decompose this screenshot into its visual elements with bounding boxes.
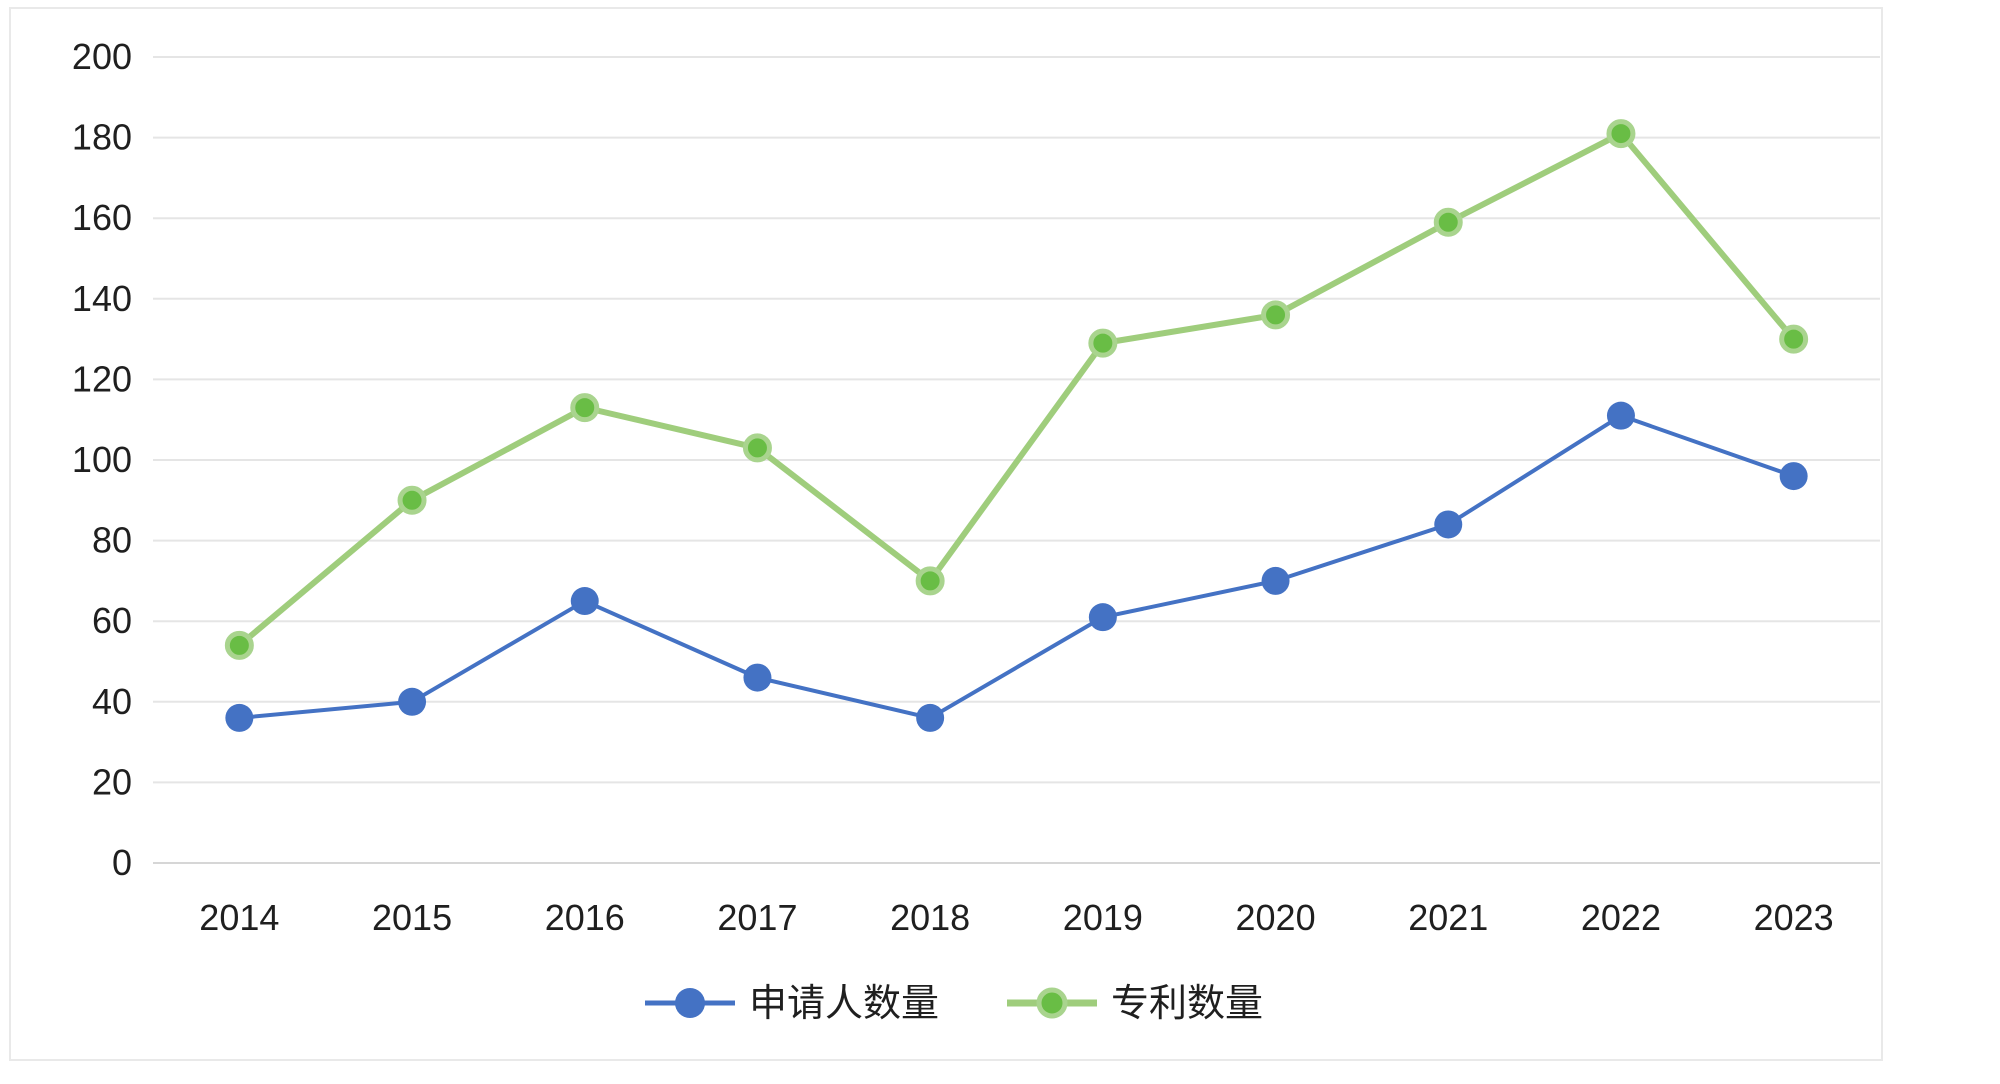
data-point-申请人数量-2022 (1606, 401, 1635, 430)
y-axis-tick-label: 0 (112, 842, 132, 883)
data-point-专利数量-2023 (1779, 324, 1809, 354)
data-point-专利数量-2021 (1433, 207, 1463, 237)
data-point-申请人数量-2016 (570, 587, 599, 616)
y-axis-tick-label: 180 (72, 117, 132, 158)
x-axis-tick-label: 2021 (1408, 897, 1488, 938)
y-axis-tick-label: 140 (72, 278, 132, 319)
data-point-专利数量-2022 (1606, 119, 1636, 149)
y-axis-tick-label: 120 (72, 358, 132, 399)
series-line-专利数量 (236, 130, 1797, 649)
y-axis-tick-label: 100 (72, 439, 132, 480)
chart-border (9, 7, 1883, 1061)
x-axis-tick-label: 2019 (1063, 897, 1143, 938)
data-point-专利数量-2017 (742, 433, 772, 463)
legend-marker-专利数量 (1036, 987, 1068, 1019)
data-point-申请人数量-2023 (1779, 462, 1808, 491)
data-point-专利数量-2018 (915, 566, 945, 596)
series-line-申请人数量 (237, 413, 1796, 720)
data-point-专利数量-2016 (570, 393, 600, 423)
x-axis-tick-label: 2016 (545, 897, 625, 938)
y-axis-tick-label: 40 (92, 681, 132, 722)
legend-label-申请人数量: 申请人数量 (749, 983, 939, 1025)
x-axis-tick-label: 2020 (1236, 897, 1316, 938)
data-point-专利数量-2020 (1261, 300, 1291, 330)
x-axis-tick-label: 2023 (1754, 897, 1834, 938)
data-point-专利数量-2015 (397, 485, 427, 515)
x-axis-tick-label: 2018 (890, 897, 970, 938)
x-axis-tick-label: 2015 (372, 897, 452, 938)
data-point-申请人数量-2021 (1434, 510, 1463, 539)
data-point-申请人数量-2014 (225, 703, 254, 732)
data-point-申请人数量-2015 (398, 687, 427, 716)
legend-marker-申请人数量 (675, 988, 705, 1018)
data-point-专利数量-2014 (224, 630, 254, 660)
y-axis-tick-label: 20 (92, 761, 132, 802)
y-axis-tick-label: 80 (92, 520, 132, 561)
x-axis-tick-label: 2017 (717, 897, 797, 938)
y-axis-tick-label: 60 (92, 600, 132, 641)
x-axis-tick-label: 2014 (199, 897, 279, 938)
data-point-申请人数量-2018 (916, 703, 945, 732)
data-point-申请人数量-2019 (1088, 603, 1117, 632)
y-axis-tick-label: 160 (72, 197, 132, 238)
x-axis-tick-label: 2022 (1581, 897, 1661, 938)
data-point-申请人数量-2020 (1261, 566, 1290, 595)
legend-label-专利数量: 专利数量 (1111, 983, 1263, 1025)
y-axis-tick-label: 200 (72, 36, 132, 77)
data-point-申请人数量-2017 (743, 663, 772, 692)
data-point-专利数量-2019 (1088, 328, 1118, 358)
